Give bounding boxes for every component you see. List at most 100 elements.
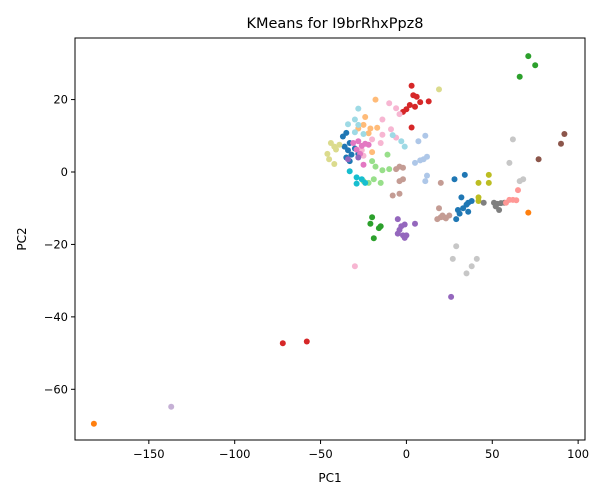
scatter-point xyxy=(460,205,467,212)
scatter-point xyxy=(415,138,422,145)
y-tick-label: 0 xyxy=(61,165,68,179)
scatter-point xyxy=(369,214,376,221)
x-tick-label: −50 xyxy=(308,447,332,461)
scatter-point xyxy=(353,146,360,153)
scatter-point xyxy=(393,166,400,173)
scatter-point xyxy=(370,176,377,183)
scatter-point xyxy=(351,116,358,123)
scatter-point xyxy=(408,82,415,89)
scatter-point xyxy=(473,255,480,262)
scatter-point xyxy=(345,147,351,154)
scatter-point xyxy=(365,130,372,137)
scatter-point xyxy=(348,151,355,158)
scatter-point xyxy=(374,124,381,131)
y-tick-label: 20 xyxy=(53,93,68,107)
scatter-point xyxy=(379,131,386,138)
x-axis-label: PC1 xyxy=(318,471,341,485)
scatter-point xyxy=(401,143,408,150)
scatter-point xyxy=(532,62,539,69)
scatter-point xyxy=(458,194,465,201)
scatter-point xyxy=(386,166,393,173)
scatter-point xyxy=(453,216,460,223)
scatter-point xyxy=(372,163,379,170)
scatter-point xyxy=(448,293,455,300)
scatter-point xyxy=(279,340,286,347)
scatter-point xyxy=(345,121,351,128)
scatter-point xyxy=(394,216,401,223)
scatter-point xyxy=(360,161,367,168)
scatter-point xyxy=(520,176,527,183)
scatter-point xyxy=(398,138,405,145)
scatter-point xyxy=(388,126,394,133)
scatter-point xyxy=(369,149,376,156)
scatter-point xyxy=(333,146,339,153)
scatter-point xyxy=(331,161,338,167)
scatter-point xyxy=(351,129,358,136)
scatter-point xyxy=(453,243,460,250)
y-tick-label: −40 xyxy=(44,310,68,324)
scatter-point xyxy=(350,140,357,146)
scatter-point xyxy=(377,140,384,146)
y-tick-label: −60 xyxy=(44,382,68,396)
scatter-point xyxy=(360,121,367,128)
scatter-point xyxy=(384,151,391,158)
scatter-point xyxy=(396,190,403,197)
scatter-point xyxy=(345,156,351,163)
scatter-point xyxy=(353,180,360,187)
scatter-point xyxy=(525,209,532,216)
scatter-point xyxy=(424,172,430,179)
scatter-point xyxy=(389,192,396,199)
scatter-point xyxy=(451,176,458,183)
scatter-point xyxy=(561,131,568,137)
scatter-point xyxy=(367,220,374,227)
scatter-point xyxy=(386,100,393,107)
scatter-point xyxy=(436,86,442,93)
y-axis-label: PC2 xyxy=(15,227,29,250)
scatter-point xyxy=(413,93,420,100)
scatter-point xyxy=(535,156,542,163)
scatter-point xyxy=(475,198,482,204)
scatter-point xyxy=(503,199,509,206)
scatter-point xyxy=(379,116,386,123)
scatter-point xyxy=(168,403,175,410)
x-axis-ticks: −150 −100 −50 0 50 100 xyxy=(133,440,589,461)
scatter-point xyxy=(412,159,418,166)
scatter-point xyxy=(394,230,401,237)
scatter-point xyxy=(369,158,376,165)
scatter-point xyxy=(485,171,492,178)
scatter-point xyxy=(389,132,396,139)
scatter-point xyxy=(412,220,418,227)
scatter-point xyxy=(436,205,442,212)
x-tick-label: 100 xyxy=(567,447,589,461)
scatter-point xyxy=(412,103,418,110)
scatter-point xyxy=(422,132,429,139)
scatter-point xyxy=(525,53,532,60)
data-points xyxy=(90,53,568,427)
scatter-point xyxy=(468,198,475,204)
scatter-point xyxy=(400,176,406,183)
scatter-point xyxy=(463,270,470,277)
scatter-point xyxy=(456,210,463,217)
y-axis-ticks: −60 −40 −20 0 20 xyxy=(44,93,75,396)
scatter-point xyxy=(437,179,444,186)
scatter-point xyxy=(326,156,333,163)
scatter-point xyxy=(417,99,424,106)
scatter-point xyxy=(355,138,362,145)
scatter-point xyxy=(379,167,386,174)
scatter-point xyxy=(353,174,360,181)
y-tick-label: −20 xyxy=(44,237,68,251)
x-tick-label: 0 xyxy=(403,447,410,461)
scatter-point xyxy=(480,199,487,206)
scatter-point xyxy=(351,263,358,270)
scatter-point xyxy=(396,111,403,118)
x-tick-label: −150 xyxy=(133,447,165,461)
scatter-point xyxy=(372,96,379,103)
scatter-point xyxy=(449,255,456,262)
scatter-point xyxy=(370,235,377,242)
scatter-point xyxy=(513,197,520,204)
scatter-point xyxy=(442,215,449,222)
scatter-point xyxy=(362,114,369,120)
